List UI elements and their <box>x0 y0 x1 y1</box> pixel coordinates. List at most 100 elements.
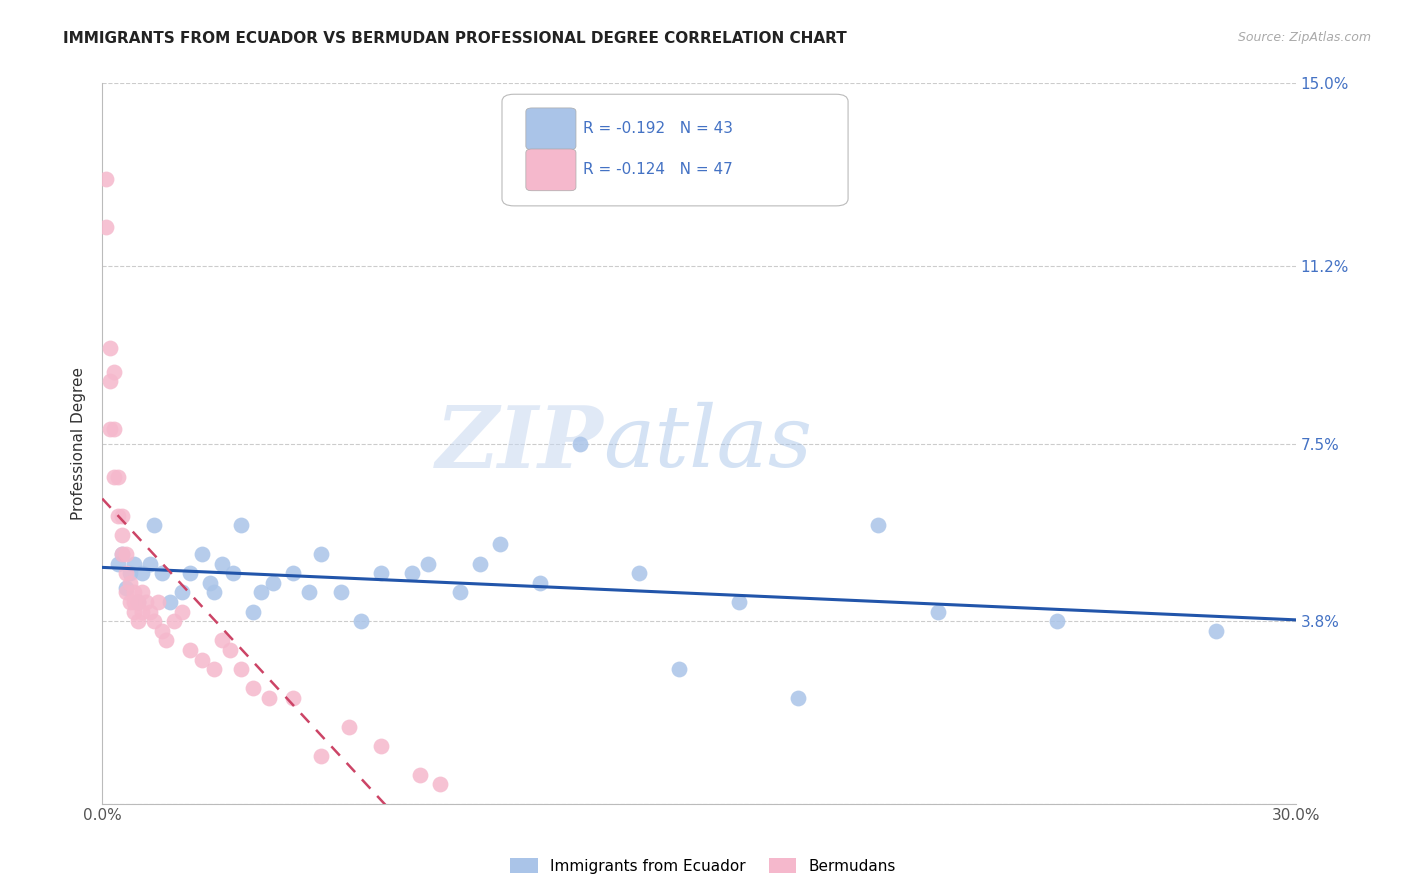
Point <box>866 518 889 533</box>
Point <box>202 662 225 676</box>
Point <box>122 595 145 609</box>
Point <box>202 585 225 599</box>
Point <box>122 557 145 571</box>
Point <box>242 605 264 619</box>
Point <box>429 777 451 791</box>
Point <box>309 748 332 763</box>
Point <box>150 624 173 638</box>
Point <box>155 633 177 648</box>
Point <box>242 681 264 696</box>
Point <box>139 557 162 571</box>
Point <box>131 566 153 581</box>
Point <box>409 768 432 782</box>
Text: atlas: atlas <box>603 402 813 485</box>
Point <box>283 566 305 581</box>
Point <box>127 595 149 609</box>
Point <box>159 595 181 609</box>
Point <box>107 557 129 571</box>
Point <box>107 508 129 523</box>
Point <box>727 595 749 609</box>
Text: R = -0.124   N = 47: R = -0.124 N = 47 <box>583 162 733 178</box>
Point <box>309 547 332 561</box>
Point <box>329 585 352 599</box>
Point <box>1046 614 1069 628</box>
Point <box>96 220 118 235</box>
Point <box>111 547 134 561</box>
Point <box>468 557 491 571</box>
Point <box>401 566 423 581</box>
Point <box>370 566 392 581</box>
Point <box>111 508 134 523</box>
Legend: Immigrants from Ecuador, Bermudans: Immigrants from Ecuador, Bermudans <box>505 852 901 880</box>
Point <box>211 557 233 571</box>
Point <box>120 575 142 590</box>
Point <box>163 614 186 628</box>
Point <box>370 739 392 753</box>
Point <box>170 585 193 599</box>
Point <box>139 605 162 619</box>
Point <box>231 518 253 533</box>
Point <box>529 575 551 590</box>
Point <box>115 581 138 595</box>
Point <box>142 614 165 628</box>
Point <box>98 374 121 388</box>
Point <box>283 691 305 706</box>
Point <box>259 691 281 706</box>
Point <box>120 566 142 581</box>
Point <box>146 595 169 609</box>
Point <box>107 470 129 484</box>
Point <box>568 436 591 450</box>
Point <box>115 547 138 561</box>
Point <box>131 585 153 599</box>
Point <box>231 662 253 676</box>
Point <box>111 527 134 541</box>
Point <box>103 364 125 378</box>
Point <box>98 422 121 436</box>
Point <box>190 652 212 666</box>
Point <box>218 643 240 657</box>
Point <box>787 691 810 706</box>
FancyBboxPatch shape <box>526 108 576 150</box>
Point <box>103 422 125 436</box>
Point <box>179 566 201 581</box>
Point <box>668 662 690 676</box>
Point <box>131 605 153 619</box>
Point <box>628 566 651 581</box>
Point <box>111 547 134 561</box>
Point <box>142 518 165 533</box>
Point <box>489 537 512 551</box>
Point <box>150 566 173 581</box>
Point <box>337 720 360 734</box>
Point <box>262 575 284 590</box>
Point <box>115 566 138 581</box>
Point <box>222 566 245 581</box>
Point <box>250 585 273 599</box>
Point <box>298 585 321 599</box>
Point <box>198 575 221 590</box>
Point <box>127 614 149 628</box>
Point <box>122 585 145 599</box>
Text: ZIP: ZIP <box>436 401 603 485</box>
Text: IMMIGRANTS FROM ECUADOR VS BERMUDAN PROFESSIONAL DEGREE CORRELATION CHART: IMMIGRANTS FROM ECUADOR VS BERMUDAN PROF… <box>63 31 846 46</box>
Point <box>135 595 157 609</box>
Point <box>1205 624 1227 638</box>
Point <box>190 547 212 561</box>
Point <box>127 595 149 609</box>
Point <box>927 605 949 619</box>
Y-axis label: Professional Degree: Professional Degree <box>72 367 86 520</box>
Point <box>98 341 121 355</box>
FancyBboxPatch shape <box>502 95 848 206</box>
Point <box>170 605 193 619</box>
Point <box>179 643 201 657</box>
Point <box>103 470 125 484</box>
Point <box>115 585 138 599</box>
Point <box>211 633 233 648</box>
Point <box>418 557 440 571</box>
Point <box>120 595 142 609</box>
Point <box>350 614 373 628</box>
Text: Source: ZipAtlas.com: Source: ZipAtlas.com <box>1237 31 1371 45</box>
FancyBboxPatch shape <box>526 149 576 191</box>
Point <box>449 585 471 599</box>
Point <box>122 605 145 619</box>
Text: R = -0.192   N = 43: R = -0.192 N = 43 <box>583 121 733 136</box>
